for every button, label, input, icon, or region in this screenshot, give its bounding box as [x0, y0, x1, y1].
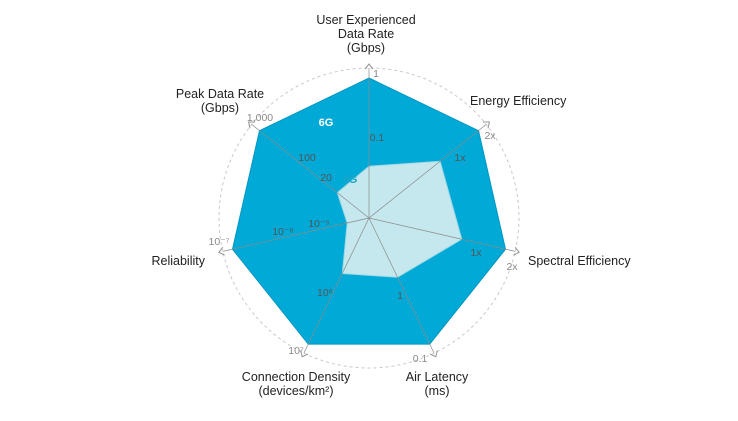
- axis-label-line: Spectral Efficiency: [528, 254, 631, 268]
- tick-inner-spectral-efficiency: 1x: [470, 247, 482, 259]
- tick-outer-reliability: 10⁻⁷: [208, 236, 229, 248]
- spoke-peak-data-rate: [251, 124, 370, 219]
- spoke-connection-density: [303, 217, 370, 354]
- axis-label-air-latency: Air Latency (ms): [406, 370, 469, 398]
- axis-label-line: (devices/km²): [258, 384, 333, 398]
- tick-outer-user-experienced-data-rate: 1: [373, 68, 379, 80]
- axis-label-line: Energy Efficiency: [470, 94, 567, 108]
- axis-label-reliability: Reliability: [152, 254, 206, 268]
- arrow-connection-density: [300, 350, 309, 358]
- tick-outer-peak-data-rate: 1,000: [247, 112, 273, 124]
- axis-label-spectral-efficiency: Spectral Efficiency: [528, 254, 631, 268]
- spoke-reliability: [222, 217, 370, 252]
- axis-label-user-experienced-data-rate: User Experienced Data Rate (Gbps): [316, 13, 415, 55]
- tick-inner-peak-data-rate: 100: [298, 152, 316, 164]
- arrow-energy-efficiency: [483, 121, 491, 129]
- spoke-spectral-efficiency: [368, 217, 516, 252]
- axis-label-line: User Experienced: [316, 13, 415, 27]
- tick-outer-connection-density: 10⁷: [288, 345, 304, 357]
- axis-spokes: [218, 63, 520, 358]
- tick-inner-reliability: 10⁻⁶: [272, 226, 294, 238]
- axis-label-line: Peak Data Rate: [176, 87, 264, 101]
- axis-label-energy-efficiency: Energy Efficiency: [470, 94, 567, 108]
- spoke-air-latency: [368, 217, 435, 354]
- grid-circle-outer: [218, 67, 520, 369]
- arrow-spectral-efficiency: [513, 246, 520, 256]
- arrow-peak-data-rate: [247, 121, 255, 129]
- series-labels: 6G 5G: [319, 117, 358, 186]
- tick-outer-spectral-efficiency: 2x: [506, 261, 518, 273]
- axis-label-line: Reliability: [152, 254, 206, 268]
- axis-label-connection-density: Connection Density (devices/km²): [242, 370, 351, 398]
- axis-label-peak-data-rate: Peak Data Rate (Gbps): [176, 87, 264, 115]
- tick-labels: 1 0.1 2x 1x 2x 1x 0.1 1 10⁷ 10⁶ 10⁻⁷ 10⁻⁶ 10⁻⁵ 1,000 1…: [208, 68, 518, 365]
- axis-label-line: (Gbps): [201, 101, 239, 115]
- axis-label-line: (ms): [425, 384, 450, 398]
- tick-inner-energy-efficiency: 1x: [454, 152, 466, 164]
- tick-outer-air-latency: 0.1: [413, 353, 428, 365]
- axis-label-line: Air Latency: [406, 370, 469, 384]
- series-label-5g: 5G: [343, 174, 358, 186]
- axis-label-line: (Gbps): [347, 41, 385, 55]
- axis-label-line: Connection Density: [242, 370, 351, 384]
- axis-labels: User Experienced Data Rate (Gbps)Energy Ef…: [152, 13, 632, 398]
- tick-inner-peak-data-rate: 20: [320, 172, 332, 184]
- arrow-air-latency: [429, 350, 438, 358]
- axis-label-line: Data Rate: [338, 27, 394, 41]
- arrow-reliability: [218, 246, 225, 256]
- tick-inner-user-experienced-data-rate: 0.1: [370, 132, 385, 144]
- series-label-6g: 6G: [319, 117, 334, 129]
- spoke-energy-efficiency: [368, 124, 487, 219]
- tick-inner-reliability: 10⁻⁵: [308, 218, 330, 230]
- arrow-user-experienced-data-rate: [364, 63, 374, 70]
- tick-inner-connection-density: 10⁶: [317, 287, 333, 299]
- tick-outer-energy-efficiency: 2x: [484, 130, 496, 142]
- series-5g-polygon: [336, 160, 463, 278]
- tick-inner-air-latency: 1: [397, 290, 403, 302]
